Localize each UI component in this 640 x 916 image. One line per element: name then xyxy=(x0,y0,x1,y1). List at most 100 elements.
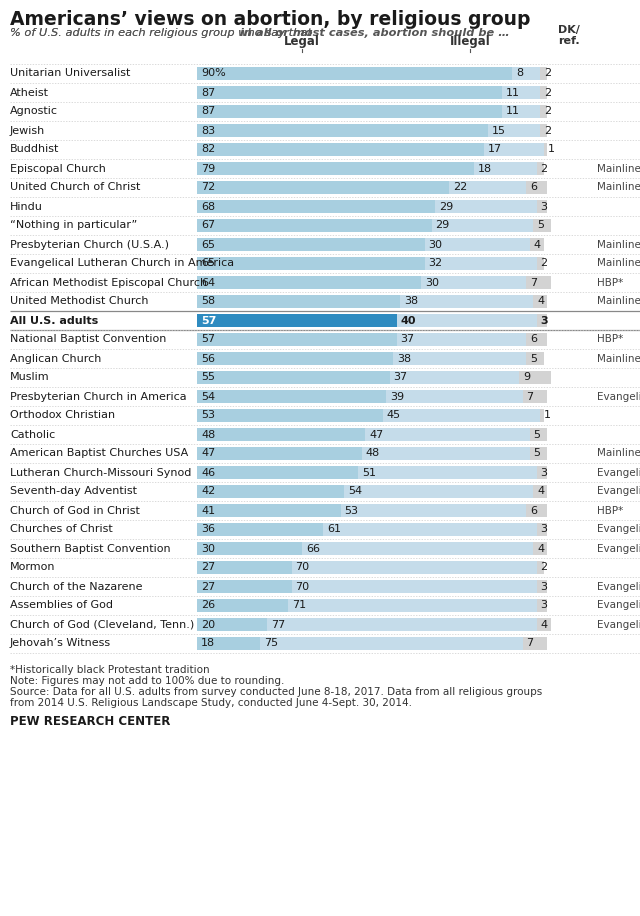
Text: Evangelical: Evangelical xyxy=(597,486,640,496)
Text: 47: 47 xyxy=(369,430,383,440)
Text: 2: 2 xyxy=(544,106,551,116)
Text: 38: 38 xyxy=(397,354,411,364)
Text: % of U.S. adults in each religious group who say that: % of U.S. adults in each religious group… xyxy=(0,915,1,916)
Text: 22: 22 xyxy=(453,182,467,192)
Bar xyxy=(536,523,547,536)
Bar xyxy=(267,618,536,631)
Bar xyxy=(197,295,400,308)
Text: HBP*: HBP* xyxy=(597,278,623,288)
Text: HBP*: HBP* xyxy=(597,334,623,344)
Text: 87: 87 xyxy=(201,88,215,97)
Bar xyxy=(362,447,529,460)
Text: 2: 2 xyxy=(544,88,551,97)
Text: 57: 57 xyxy=(201,334,215,344)
Bar xyxy=(197,580,291,593)
Bar xyxy=(197,637,260,650)
Text: 29: 29 xyxy=(435,221,450,231)
Text: 71: 71 xyxy=(292,601,306,610)
Text: 54: 54 xyxy=(201,391,215,401)
Text: Mainline: Mainline xyxy=(597,239,640,249)
Text: 75: 75 xyxy=(264,638,278,649)
Bar xyxy=(484,143,543,156)
Text: % of U.S. adults in each religious group who say that: % of U.S. adults in each religious group… xyxy=(10,28,316,38)
Text: 3: 3 xyxy=(541,582,547,592)
Text: 8: 8 xyxy=(516,69,523,79)
Text: PEW RESEARCH CENTER: PEW RESEARCH CENTER xyxy=(10,715,170,728)
Text: 37: 37 xyxy=(394,373,408,383)
Text: 2: 2 xyxy=(541,258,548,268)
Text: Evangelical: Evangelical xyxy=(597,543,640,553)
Bar xyxy=(529,447,547,460)
Text: Seventh-day Adventist: Seventh-day Adventist xyxy=(10,486,137,496)
Text: 6: 6 xyxy=(530,334,537,344)
Text: Muslim: Muslim xyxy=(10,373,50,383)
Bar xyxy=(197,257,424,270)
Bar xyxy=(540,124,547,137)
Bar xyxy=(536,162,543,175)
Text: 17: 17 xyxy=(488,145,502,155)
Text: 36: 36 xyxy=(201,525,215,535)
Text: Atheist: Atheist xyxy=(10,88,49,97)
Text: Mainline: Mainline xyxy=(597,182,640,192)
Text: 67: 67 xyxy=(201,221,215,231)
Bar xyxy=(197,200,435,213)
Bar xyxy=(502,105,540,118)
Text: 32: 32 xyxy=(429,258,443,268)
Text: Lutheran Church-Missouri Synod: Lutheran Church-Missouri Synod xyxy=(10,467,191,477)
Bar xyxy=(424,257,536,270)
Text: 4: 4 xyxy=(537,543,544,553)
Text: 40: 40 xyxy=(401,315,416,325)
Text: *Historically black Protestant tradition: *Historically black Protestant tradition xyxy=(10,665,210,675)
Text: National Baptist Convention: National Baptist Convention xyxy=(10,334,166,344)
Bar xyxy=(197,523,323,536)
Bar xyxy=(197,238,424,251)
Text: Mainline: Mainline xyxy=(597,449,640,459)
Text: Southern Baptist Convention: Southern Baptist Convention xyxy=(10,543,171,553)
Bar xyxy=(435,200,536,213)
Text: 82: 82 xyxy=(201,145,215,155)
Text: 57: 57 xyxy=(201,315,216,325)
Bar xyxy=(358,466,536,479)
Bar xyxy=(540,67,547,80)
Text: 90%: 90% xyxy=(201,69,226,79)
Text: Assemblies of God: Assemblies of God xyxy=(10,601,113,610)
Text: Mainline: Mainline xyxy=(597,258,640,268)
Text: Unitarian Universalist: Unitarian Universalist xyxy=(10,69,131,79)
Bar xyxy=(197,485,344,498)
Text: Catholic: Catholic xyxy=(10,430,55,440)
Text: Anglican Church: Anglican Church xyxy=(10,354,101,364)
Text: 54: 54 xyxy=(348,486,362,496)
Text: 4: 4 xyxy=(534,239,541,249)
Text: Church of God (Cleveland, Tenn.): Church of God (Cleveland, Tenn.) xyxy=(10,619,195,629)
Bar xyxy=(197,618,267,631)
Text: 70: 70 xyxy=(296,562,310,572)
Text: Mormon: Mormon xyxy=(10,562,56,572)
Text: Evangelical: Evangelical xyxy=(597,525,640,535)
Bar xyxy=(533,485,547,498)
Text: 45: 45 xyxy=(387,410,401,420)
Text: Mainline: Mainline xyxy=(597,354,640,364)
Bar xyxy=(197,219,431,232)
Bar xyxy=(291,561,536,574)
Bar xyxy=(449,181,526,194)
Text: Presbyterian Church (U.S.A.): Presbyterian Church (U.S.A.) xyxy=(10,239,169,249)
Bar xyxy=(526,276,550,289)
Bar xyxy=(260,637,522,650)
Text: “Nothing in particular”: “Nothing in particular” xyxy=(10,221,137,231)
Text: Evangelical: Evangelical xyxy=(597,467,640,477)
Text: 46: 46 xyxy=(201,467,215,477)
Text: 3: 3 xyxy=(541,467,547,477)
Text: 3: 3 xyxy=(541,315,548,325)
Bar xyxy=(488,124,540,137)
Text: 61: 61 xyxy=(327,525,341,535)
Text: 65: 65 xyxy=(201,258,215,268)
Bar xyxy=(522,390,547,403)
Bar xyxy=(197,428,365,441)
Bar xyxy=(536,561,543,574)
Text: 77: 77 xyxy=(271,619,285,629)
Text: Evangelical: Evangelical xyxy=(597,391,640,401)
Bar xyxy=(302,542,533,555)
Text: 48: 48 xyxy=(365,449,380,459)
Bar xyxy=(536,580,547,593)
Bar xyxy=(197,599,288,612)
